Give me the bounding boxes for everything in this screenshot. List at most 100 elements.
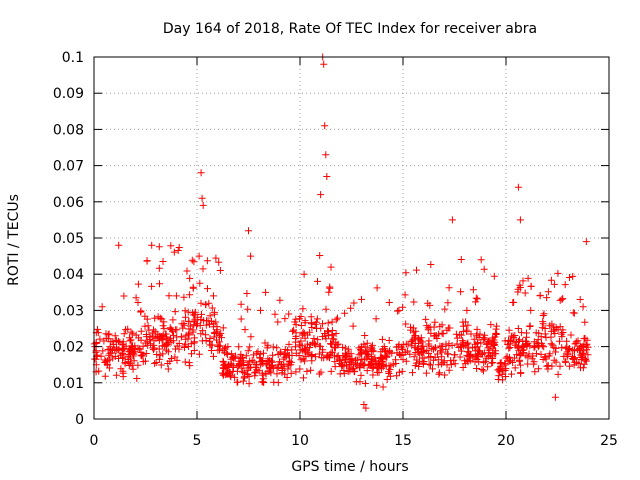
data-point bbox=[361, 356, 369, 364]
data-point bbox=[319, 320, 326, 328]
data-point bbox=[332, 330, 340, 337]
data-point bbox=[184, 343, 192, 350]
data-point bbox=[271, 310, 279, 318]
data-point bbox=[307, 366, 315, 374]
data-point bbox=[532, 350, 540, 358]
data-point bbox=[142, 357, 149, 365]
data-point bbox=[385, 337, 393, 344]
data-point bbox=[241, 326, 249, 334]
data-point bbox=[551, 393, 559, 401]
data-point bbox=[489, 359, 497, 366]
data-point bbox=[169, 316, 177, 324]
data-point bbox=[181, 307, 189, 315]
data-point bbox=[457, 347, 465, 355]
data-point bbox=[118, 340, 126, 348]
data-point bbox=[524, 360, 532, 368]
data-point bbox=[101, 372, 109, 380]
data-point bbox=[164, 348, 172, 356]
data-point bbox=[158, 335, 166, 343]
y-tick-label: 0.01 bbox=[53, 376, 84, 392]
data-point bbox=[424, 299, 432, 307]
data-point bbox=[237, 350, 245, 358]
data-point bbox=[436, 347, 444, 355]
data-point bbox=[361, 332, 369, 339]
data-point bbox=[487, 321, 495, 329]
data-point bbox=[102, 357, 110, 365]
data-point bbox=[316, 342, 324, 350]
data-point bbox=[111, 332, 119, 340]
data-point bbox=[410, 334, 418, 342]
data-point bbox=[314, 336, 322, 344]
data-point bbox=[393, 372, 401, 380]
data-point bbox=[270, 378, 278, 386]
data-point bbox=[237, 300, 245, 308]
data-point bbox=[118, 350, 126, 357]
data-point bbox=[346, 355, 354, 363]
data-point bbox=[328, 318, 336, 326]
data-point bbox=[198, 310, 205, 318]
data-point bbox=[313, 315, 321, 323]
data-point bbox=[331, 363, 339, 371]
data-point bbox=[453, 334, 461, 342]
data-point bbox=[227, 355, 235, 363]
data-point bbox=[105, 330, 113, 338]
data-point bbox=[311, 340, 319, 348]
data-point bbox=[142, 339, 150, 347]
data-point bbox=[278, 361, 285, 369]
data-point bbox=[537, 350, 545, 358]
data-point bbox=[269, 351, 277, 359]
data-point bbox=[562, 344, 570, 352]
data-point bbox=[202, 321, 210, 329]
data-point bbox=[229, 368, 237, 375]
data-point bbox=[149, 329, 157, 337]
data-point bbox=[364, 352, 372, 360]
data-point bbox=[480, 367, 487, 375]
data-point bbox=[583, 340, 591, 348]
data-point bbox=[219, 324, 227, 332]
y-axis-label: ROTI / TECUs bbox=[6, 194, 22, 286]
data-point bbox=[117, 351, 125, 359]
y-tick-label: 0.05 bbox=[53, 231, 84, 247]
data-point bbox=[534, 365, 542, 373]
data-point bbox=[221, 362, 229, 370]
data-point bbox=[514, 183, 522, 191]
data-point bbox=[334, 314, 341, 322]
data-point bbox=[276, 296, 284, 304]
data-point bbox=[516, 281, 524, 289]
data-point bbox=[191, 317, 199, 325]
data-point bbox=[419, 360, 427, 368]
data-point bbox=[186, 291, 194, 299]
data-point bbox=[144, 322, 152, 330]
data-point bbox=[430, 356, 437, 364]
data-point bbox=[563, 337, 571, 345]
data-point bbox=[547, 340, 555, 348]
data-point bbox=[106, 356, 114, 364]
data-point bbox=[420, 354, 428, 362]
data-point bbox=[269, 343, 277, 351]
data-point bbox=[306, 328, 314, 336]
data-point bbox=[93, 351, 101, 359]
data-point bbox=[450, 351, 458, 359]
data-point bbox=[472, 294, 480, 302]
data-point bbox=[250, 351, 258, 359]
data-point bbox=[324, 319, 332, 327]
data-point bbox=[325, 331, 333, 339]
data-point bbox=[448, 342, 456, 349]
data-point bbox=[317, 191, 325, 199]
data-point bbox=[189, 326, 197, 334]
data-point bbox=[315, 370, 323, 378]
data-point bbox=[197, 330, 205, 338]
data-point bbox=[455, 344, 463, 351]
data-point bbox=[362, 404, 370, 412]
data-point bbox=[127, 328, 135, 336]
data-point bbox=[581, 318, 589, 326]
data-point bbox=[465, 352, 473, 360]
data-point bbox=[182, 335, 190, 343]
data-point bbox=[556, 323, 564, 331]
data-point bbox=[378, 364, 385, 372]
data-point bbox=[452, 330, 460, 338]
grid-lines bbox=[94, 57, 609, 419]
data-point bbox=[381, 347, 389, 355]
data-point bbox=[320, 354, 328, 362]
data-point bbox=[155, 264, 163, 272]
